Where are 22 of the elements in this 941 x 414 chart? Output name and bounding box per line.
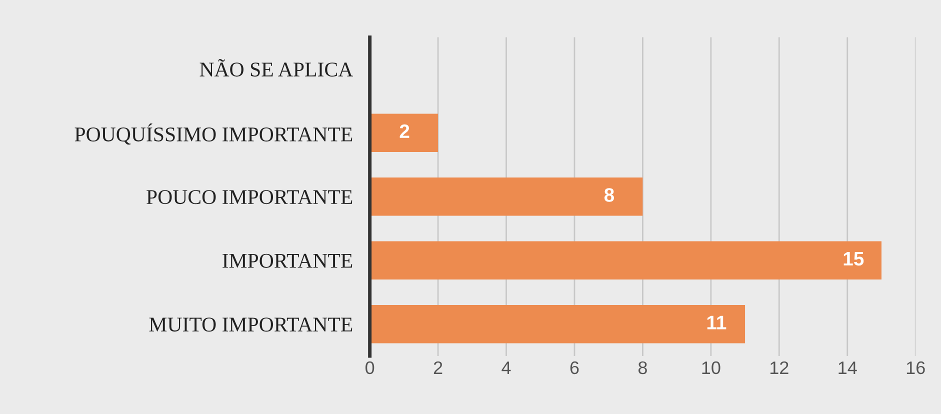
x-tick-label: 14 — [838, 362, 857, 374]
bar — [370, 241, 882, 280]
bar — [370, 305, 746, 344]
x-tick-label: 2 — [434, 361, 442, 374]
y-tick-label: IMPORTANTE — [222, 254, 352, 268]
bar — [370, 114, 438, 152]
data-label: 2 — [400, 124, 410, 138]
x-tick-label: 6 — [570, 361, 579, 374]
y-tick-label: MUITO IMPORTANTE — [149, 318, 352, 332]
x-tick-label: 12 — [770, 361, 788, 374]
x-tick-label: 4 — [502, 362, 511, 374]
y-tick-label: POUQUÍSSIMO IMPORTANTE — [74, 123, 352, 145]
x-tick-label: 10 — [702, 361, 720, 374]
x-tick-label: 0 — [366, 361, 374, 374]
bar — [370, 178, 643, 216]
data-label: 15 — [844, 252, 864, 266]
x-tick-label: 16 — [906, 361, 925, 374]
x-tick-label: 8 — [638, 361, 647, 374]
data-label: 8 — [604, 188, 614, 202]
y-tick-label: POUCO IMPORTANTE — [146, 190, 352, 204]
data-label: 11 — [707, 316, 726, 330]
y-tick-label: NÃO SE APLICA — [200, 58, 353, 77]
